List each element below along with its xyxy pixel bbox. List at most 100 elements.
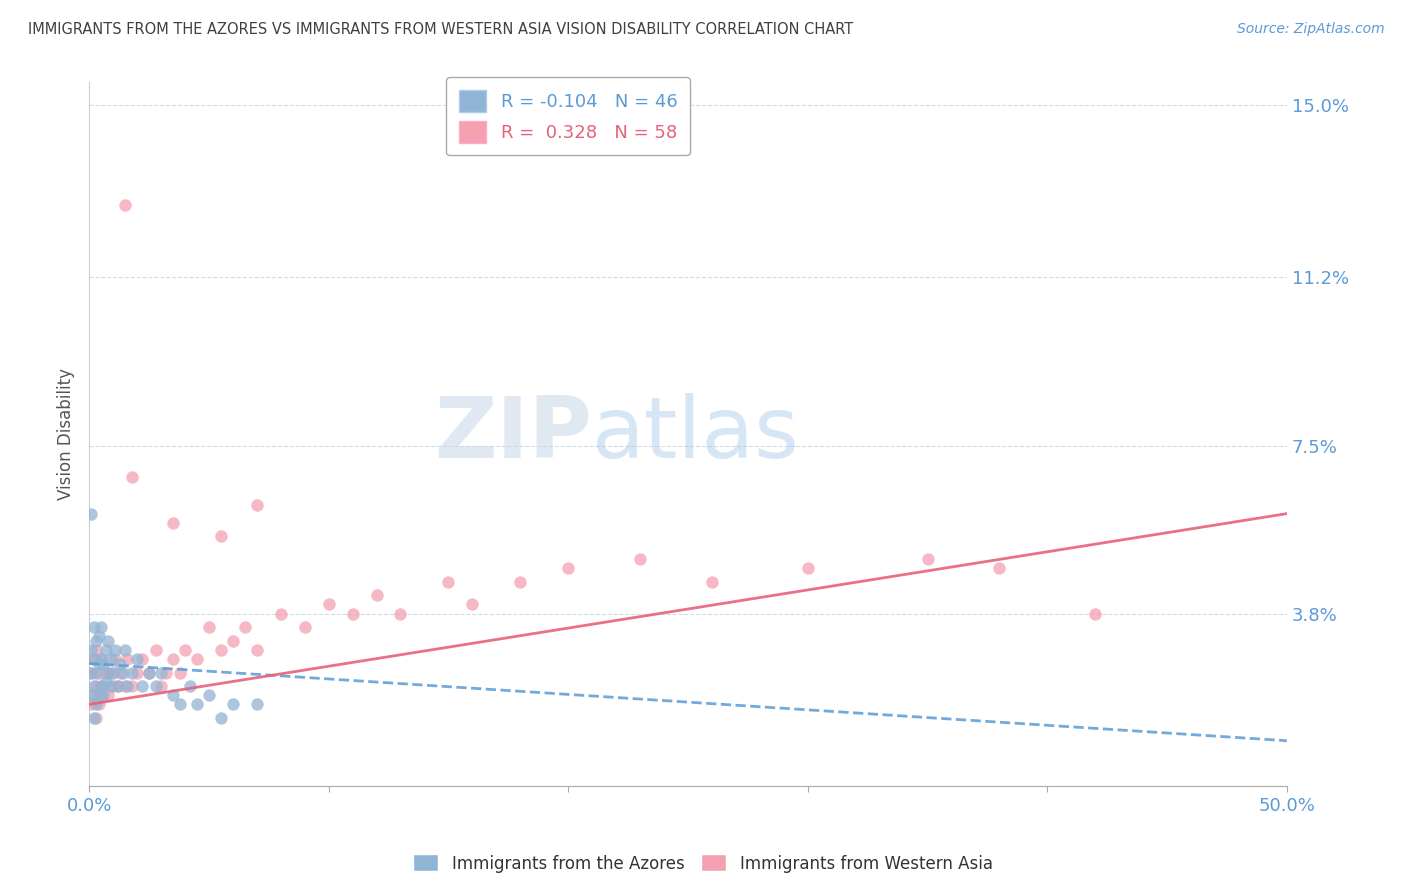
Legend: R = -0.104   N = 46, R =  0.328   N = 58: R = -0.104 N = 46, R = 0.328 N = 58 [446, 77, 690, 155]
Point [222, 633, 245, 648]
Point [83, 620, 105, 634]
Point [97, 688, 120, 702]
Point [107, 679, 129, 693]
Point [246, 698, 269, 712]
Point [90, 620, 112, 634]
Point [90, 652, 112, 666]
Point [90, 679, 112, 693]
Point [80, 507, 103, 521]
Point [186, 698, 208, 712]
Point [90, 688, 112, 702]
Point [1084, 607, 1107, 621]
Point [83, 652, 105, 666]
Point [84, 633, 107, 648]
Point [87, 698, 110, 712]
Point [100, 652, 122, 666]
Point [93, 688, 115, 702]
Point [318, 598, 340, 612]
Point [917, 552, 939, 566]
Point [557, 561, 579, 575]
Point [246, 643, 269, 657]
Point [114, 679, 136, 693]
Point [93, 657, 115, 671]
Point [121, 679, 143, 693]
Point [83, 679, 105, 693]
Point [80, 665, 103, 680]
Point [162, 516, 184, 530]
Point [94, 674, 117, 689]
Point [117, 652, 139, 666]
Text: Source: ZipAtlas.com: Source: ZipAtlas.com [1237, 22, 1385, 37]
Point [149, 679, 172, 693]
Point [121, 665, 143, 680]
Point [125, 652, 148, 666]
Point [389, 607, 412, 621]
Point [97, 665, 120, 680]
Point [169, 698, 191, 712]
Point [149, 665, 172, 680]
Point [209, 643, 232, 657]
Point [84, 665, 107, 680]
Point [162, 652, 184, 666]
Point [155, 665, 177, 680]
Text: ZIP: ZIP [434, 392, 592, 475]
Point [209, 711, 232, 725]
Text: atlas: atlas [592, 392, 800, 475]
Point [988, 561, 1011, 575]
Point [80, 688, 103, 702]
Point [80, 698, 103, 712]
Point [83, 711, 105, 725]
Point [87, 629, 110, 643]
Point [80, 665, 103, 680]
Point [131, 679, 153, 693]
Point [198, 620, 221, 634]
Point [84, 698, 107, 712]
Point [90, 652, 112, 666]
Point [94, 643, 117, 657]
Point [294, 620, 316, 634]
Point [145, 643, 167, 657]
Point [87, 665, 110, 680]
Point [111, 665, 134, 680]
Point [796, 561, 818, 575]
Point [121, 470, 143, 484]
Point [107, 679, 129, 693]
Legend: Immigrants from the Azores, Immigrants from Western Asia: Immigrants from the Azores, Immigrants f… [406, 847, 1000, 880]
Point [169, 665, 191, 680]
Point [83, 688, 105, 702]
Point [198, 688, 221, 702]
Point [84, 679, 107, 693]
Text: IMMIGRANTS FROM THE AZORES VS IMMIGRANTS FROM WESTERN ASIA VISION DISABILITY COR: IMMIGRANTS FROM THE AZORES VS IMMIGRANTS… [28, 22, 853, 37]
Point [246, 498, 269, 512]
Point [101, 679, 124, 693]
Point [117, 679, 139, 693]
Point [222, 698, 245, 712]
Point [114, 643, 136, 657]
Point [80, 643, 103, 657]
Point [162, 688, 184, 702]
Point [104, 643, 127, 657]
Point [145, 679, 167, 693]
Point [131, 652, 153, 666]
Point [138, 665, 160, 680]
Point [87, 688, 110, 702]
Point [270, 607, 292, 621]
Point [509, 574, 531, 589]
Point [101, 665, 124, 680]
Y-axis label: Vision Disability: Vision Disability [58, 368, 75, 500]
Point [233, 620, 256, 634]
Point [342, 607, 364, 621]
Point [366, 588, 388, 602]
Point [100, 679, 122, 693]
Point [461, 598, 484, 612]
Point [209, 529, 232, 543]
Point [84, 643, 107, 657]
Point [108, 665, 131, 680]
Point [700, 574, 723, 589]
Point [83, 652, 105, 666]
Point [100, 665, 122, 680]
Point [104, 652, 127, 666]
Point [125, 665, 148, 680]
Point [97, 633, 120, 648]
Point [179, 679, 201, 693]
